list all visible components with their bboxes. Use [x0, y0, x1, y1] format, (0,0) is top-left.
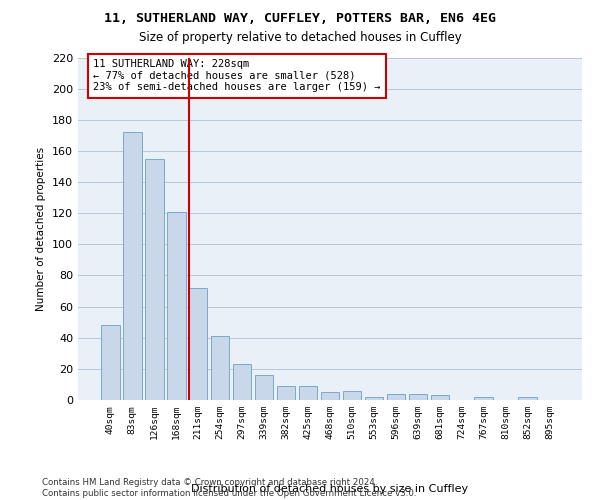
Text: 11, SUTHERLAND WAY, CUFFLEY, POTTERS BAR, EN6 4EG: 11, SUTHERLAND WAY, CUFFLEY, POTTERS BAR… [104, 12, 496, 26]
Bar [145, 158, 164, 400]
Bar [431, 396, 449, 400]
Text: 11 SUTHERLAND WAY: 228sqm
← 77% of detached houses are smaller (528)
23% of semi: 11 SUTHERLAND WAY: 228sqm ← 77% of detac… [93, 59, 380, 92]
Bar [255, 375, 274, 400]
Bar [167, 212, 185, 400]
X-axis label: Distribution of detached houses by size in Cuffley: Distribution of detached houses by size … [191, 484, 469, 494]
Bar [189, 288, 208, 400]
Bar [518, 397, 537, 400]
Bar [320, 392, 340, 400]
Bar [299, 386, 317, 400]
Bar [211, 336, 229, 400]
Bar [409, 394, 427, 400]
Bar [101, 326, 119, 400]
Y-axis label: Number of detached properties: Number of detached properties [37, 146, 46, 311]
Text: Contains HM Land Registry data © Crown copyright and database right 2024.
Contai: Contains HM Land Registry data © Crown c… [42, 478, 416, 498]
Text: Size of property relative to detached houses in Cuffley: Size of property relative to detached ho… [139, 31, 461, 44]
Bar [277, 386, 295, 400]
Bar [365, 397, 383, 400]
Bar [233, 364, 251, 400]
Bar [343, 390, 361, 400]
Bar [123, 132, 142, 400]
Bar [386, 394, 405, 400]
Bar [475, 397, 493, 400]
